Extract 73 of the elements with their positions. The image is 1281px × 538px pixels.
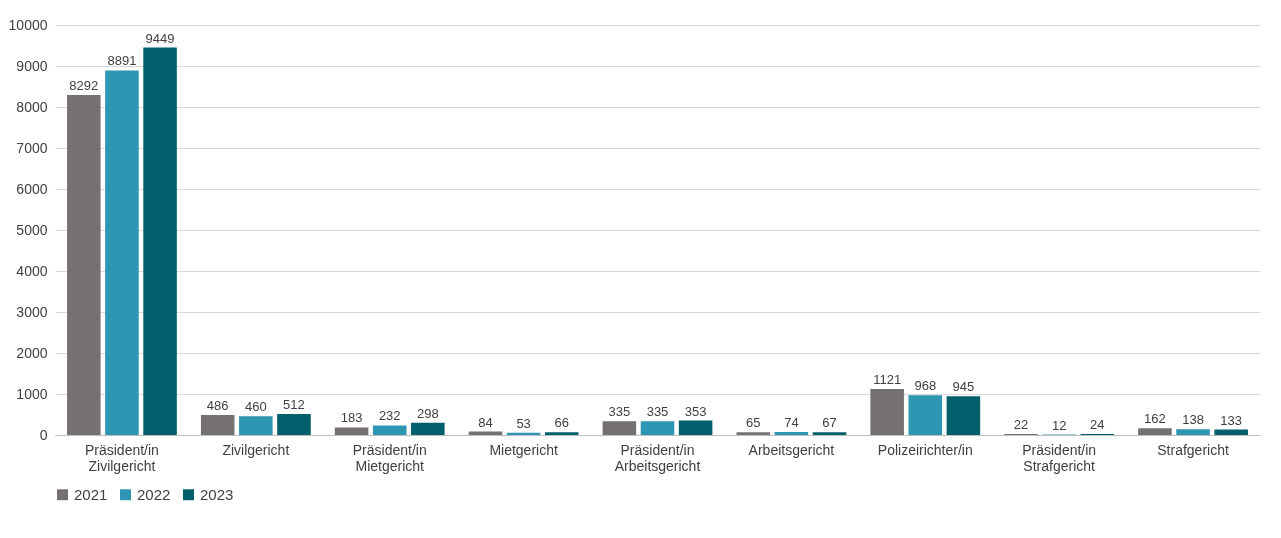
y-tick-label: 8000 [16, 98, 48, 115]
data-label: 66 [554, 415, 569, 431]
bar [908, 395, 943, 435]
data-label: 353 [684, 403, 707, 419]
data-label: 22 [1013, 417, 1029, 433]
x-tick-label: Präsident/in Strafgericht [1022, 441, 1097, 474]
data-label: 84 [478, 414, 493, 430]
data-label: 335 [608, 404, 631, 420]
data-label: 67 [822, 415, 837, 431]
bar [143, 47, 177, 435]
bar [602, 421, 637, 435]
bar [334, 427, 369, 435]
bar [812, 432, 847, 435]
data-label: 968 [914, 378, 937, 394]
bar [1138, 428, 1172, 435]
x-tick-label: Präsident/in Mietgericht [352, 441, 427, 474]
data-label: 8891 [107, 53, 137, 69]
data-label: 138 [1182, 412, 1204, 428]
bar [239, 416, 273, 435]
y-tick-label: 0 [39, 426, 48, 443]
bar [105, 70, 139, 435]
legend-label: 2021 [74, 485, 108, 503]
data-label: 8292 [69, 78, 99, 94]
data-label: 9449 [145, 30, 175, 46]
bar [1214, 429, 1248, 435]
data-label: 12 [1051, 417, 1067, 433]
bar [544, 432, 579, 435]
bar [506, 432, 541, 435]
bar [640, 421, 675, 435]
data-label: 1121 [873, 372, 902, 388]
legend-label: 2022 [137, 485, 171, 503]
bar [411, 422, 445, 435]
y-tick-label: 3000 [16, 303, 48, 320]
bar [200, 415, 235, 435]
data-label: 183 [340, 410, 363, 426]
legend-label: 2023 [200, 485, 234, 503]
y-tick-label: 4000 [16, 262, 48, 279]
bar [1176, 429, 1210, 435]
bar [774, 431, 809, 435]
x-tick-label: Zivilgericht [222, 441, 290, 458]
data-label: 945 [952, 379, 975, 395]
data-label: 460 [244, 399, 267, 415]
data-label: 232 [378, 408, 401, 424]
y-tick-label: 9000 [16, 57, 48, 74]
data-label: 65 [746, 415, 761, 431]
bar [870, 389, 904, 435]
y-tick-label: 6000 [16, 180, 48, 197]
x-tick-label: Polizeirichter/in [877, 441, 973, 458]
y-tick-label: 2000 [16, 344, 48, 361]
x-tick-label: Präsident/in Zivilgericht [84, 441, 159, 474]
bar [372, 425, 407, 435]
x-tick-label: Mietgericht [489, 441, 558, 458]
data-label: 512 [283, 397, 305, 413]
y-tick-label: 1000 [16, 385, 48, 402]
bar [736, 432, 771, 435]
data-label: 24 [1090, 417, 1105, 433]
data-label: 298 [416, 405, 439, 421]
y-tick-label: 5000 [16, 221, 48, 238]
data-label: 486 [206, 398, 229, 414]
bar [67, 95, 101, 435]
data-label: 162 [1144, 411, 1166, 427]
x-tick-label: Arbeitsgericht [748, 441, 835, 458]
data-label: 74 [784, 414, 799, 430]
data-label: 53 [516, 415, 531, 431]
bar [678, 420, 713, 435]
x-tick-label: Strafgericht [1157, 441, 1229, 458]
y-tick-label: 7000 [16, 139, 48, 156]
data-label: 133 [1220, 412, 1243, 428]
data-label: 335 [646, 404, 669, 420]
bar [946, 396, 981, 435]
x-tick-label: Präsident/in Arbeitsgericht [614, 441, 701, 474]
bar [277, 414, 311, 435]
y-tick-label: 10000 [8, 16, 48, 33]
